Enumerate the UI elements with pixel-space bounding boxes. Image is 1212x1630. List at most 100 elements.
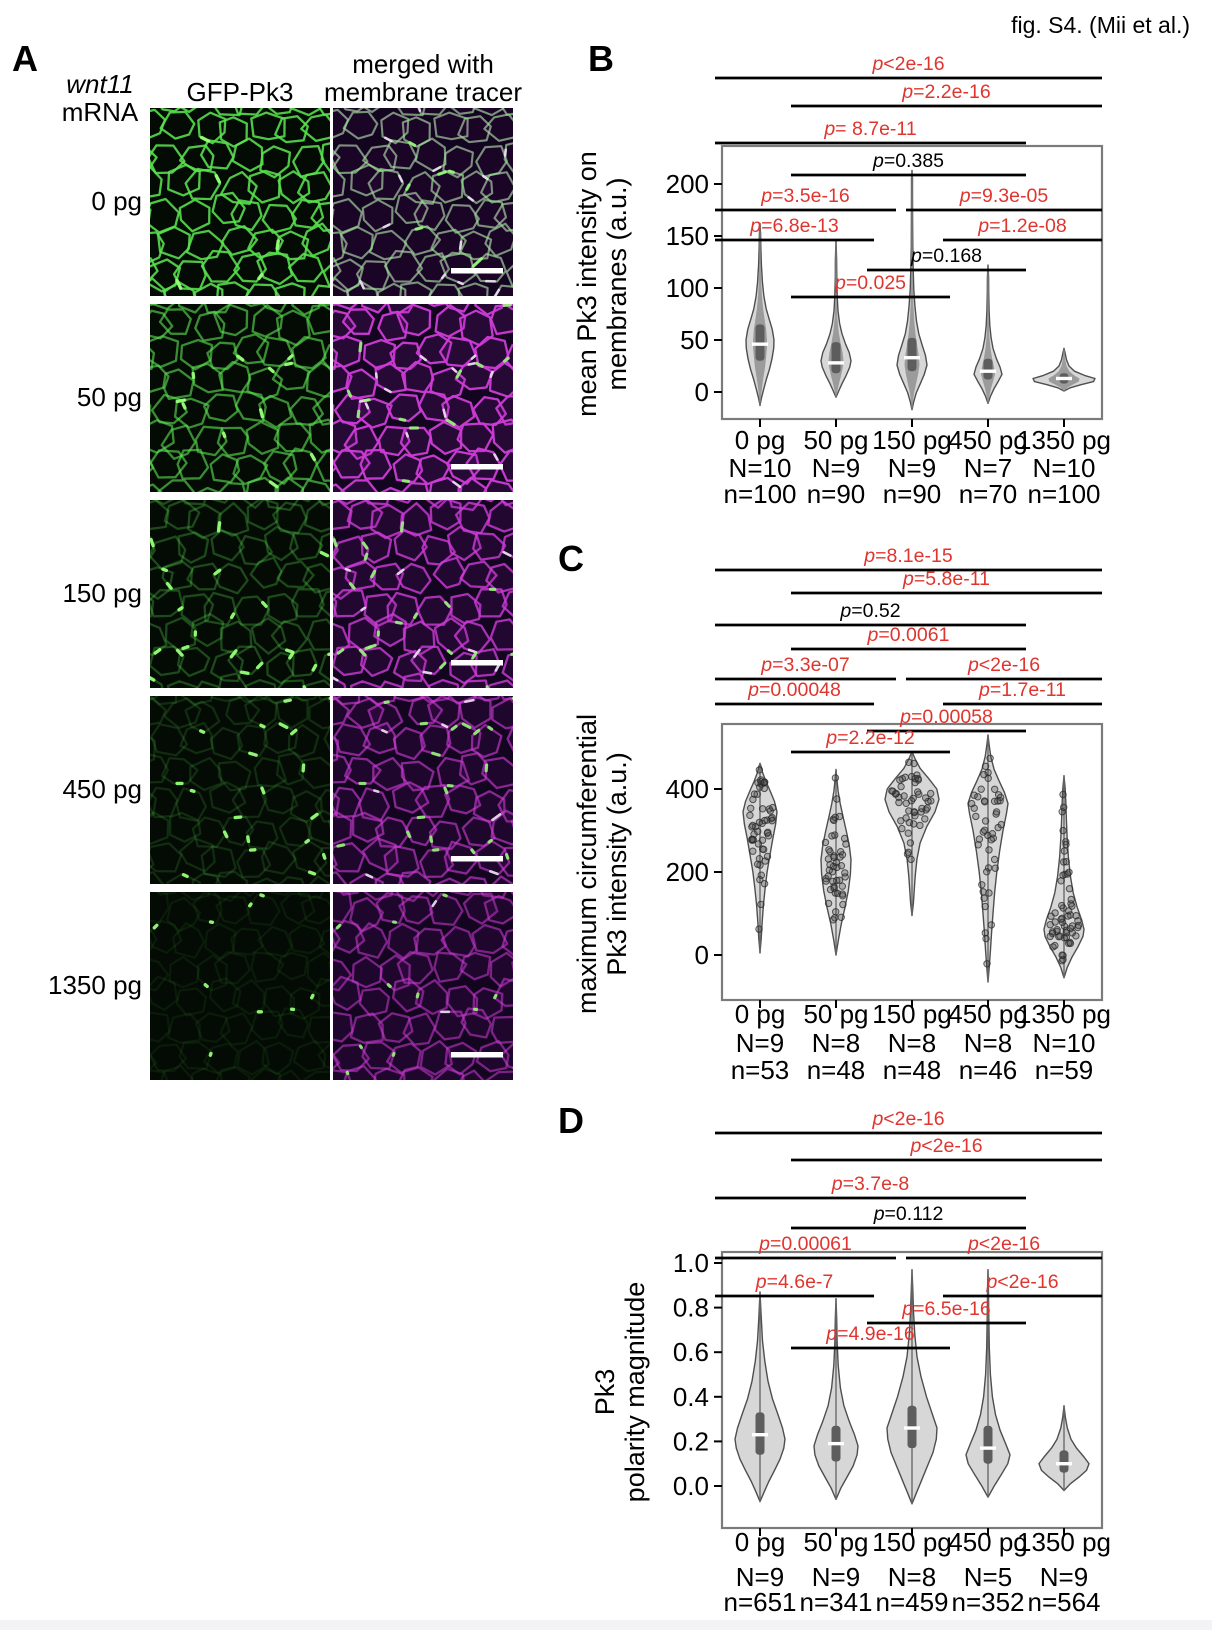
comparison-bracket: p=3.5e-16: [715, 185, 896, 212]
data-point: [1046, 932, 1054, 941]
data-point: [970, 791, 978, 799]
y-tick-label: 400: [666, 774, 709, 804]
scale-bar: [451, 1052, 503, 1058]
p-value-label: p=8.1e-15: [863, 545, 953, 567]
data-point: [1065, 885, 1074, 893]
comparison-bracket: p=1.2e-08: [943, 215, 1102, 242]
micrograph-gfp-1350pg: [150, 892, 330, 1080]
data-point: [906, 839, 915, 847]
group-N-count: N=10: [1033, 453, 1096, 483]
data-point: [1064, 912, 1072, 920]
data-point: [1072, 912, 1080, 920]
data-point: [907, 797, 916, 805]
p-value-label: p=1.7e-11: [978, 679, 1066, 701]
data-point: [1072, 932, 1080, 940]
data-point: [760, 784, 768, 793]
violin-50pg: [820, 768, 852, 956]
group-N-count: N=9: [736, 1562, 784, 1592]
data-point: [974, 793, 982, 801]
group-label: 1350 pg: [1017, 425, 1111, 455]
group-N-count: N=10: [1033, 1028, 1096, 1058]
data-point: [747, 804, 755, 812]
data-point: [830, 853, 838, 862]
group-label: 1350 pg: [1017, 999, 1111, 1029]
quartile-box: [907, 337, 917, 372]
data-point: [907, 855, 915, 864]
data-point: [754, 827, 762, 836]
data-point: [748, 823, 756, 831]
violin-50pg: [813, 1298, 859, 1501]
data-point: [981, 929, 989, 937]
comparison-bracket: p=6.5e-16: [867, 1298, 1026, 1325]
dose-label-0pg: 0 pg: [91, 186, 142, 216]
data-point: [994, 797, 1002, 805]
comparison-bracket: p=1.7e-11: [943, 679, 1102, 706]
data-point: [1059, 790, 1067, 799]
data-point: [987, 836, 995, 844]
data-point: [838, 851, 847, 859]
figure-caption: fig. S4. (Mii et al.): [1011, 12, 1190, 38]
dose-label-450pg: 450 pg: [62, 774, 142, 804]
violin-inner-density: [828, 241, 844, 398]
group-n-count: n=90: [883, 479, 942, 509]
median-line: [904, 1426, 920, 1430]
merged-column-header: merged with membrane tracer: [318, 50, 528, 106]
data-point: [1051, 918, 1059, 926]
data-point: [922, 794, 930, 802]
group-n-count: n=90: [807, 479, 866, 509]
data-point: [842, 840, 850, 848]
data-point: [769, 803, 777, 812]
violin-450pg: [965, 1269, 1011, 1498]
p-value-label: p=3.3e-07: [760, 654, 849, 676]
group-n-count: n=48: [883, 1055, 942, 1085]
comparison-bracket: p=0.00061: [715, 1233, 896, 1260]
data-point: [992, 808, 1001, 816]
data-point: [996, 797, 1004, 805]
group-n-count: n=70: [959, 479, 1018, 509]
data-point: [1057, 915, 1065, 923]
group-label: 150 pg: [872, 999, 952, 1029]
group-N-count: N=8: [888, 1028, 936, 1058]
data-point: [760, 880, 769, 888]
y-tick-label: 50: [680, 325, 709, 355]
violin-150pg: [896, 169, 928, 411]
scale-bar: [451, 268, 503, 274]
p-value-label: p=6.5e-16: [901, 1298, 990, 1320]
data-point: [981, 902, 989, 911]
comparison-bracket: p=0.385: [791, 150, 1026, 177]
median-line: [828, 361, 844, 365]
data-point: [830, 884, 838, 892]
p-value-label: p=0.385: [872, 150, 944, 172]
data-point: [1053, 926, 1061, 934]
p-value-label: p<2e-16: [985, 1271, 1058, 1293]
data-point: [1051, 941, 1059, 950]
data-point: [757, 871, 765, 879]
micrograph-gfp-50pg: [150, 304, 330, 492]
data-point: [911, 774, 919, 783]
data-point: [984, 774, 992, 782]
group-N-count: N=10: [729, 453, 792, 483]
data-point: [1059, 826, 1067, 835]
data-point: [923, 804, 931, 812]
data-point: [975, 835, 984, 843]
data-point: [1058, 951, 1066, 959]
median-line: [1056, 1462, 1072, 1466]
comparison-bracket: p=0.00048: [715, 679, 874, 706]
micrograph-merged-0pg: [333, 108, 513, 296]
data-point: [749, 847, 757, 855]
data-point: [983, 960, 991, 968]
data-point: [763, 852, 772, 861]
data-point: [980, 894, 988, 902]
data-point: [822, 877, 830, 885]
data-point: [1047, 912, 1055, 920]
comparison-bracket: p=4.9e-16: [791, 1323, 950, 1350]
data-point: [921, 815, 929, 823]
p-value-label: p=5.8e-11: [902, 568, 990, 590]
comparison-bracket: p<2e-16: [715, 53, 1102, 80]
violin-0pg: [734, 1291, 786, 1503]
y-tick-label: 200: [666, 169, 709, 199]
micrograph-merged-50pg: [333, 304, 513, 492]
data-point: [984, 768, 992, 777]
panel-d-label: D: [558, 1100, 584, 1141]
